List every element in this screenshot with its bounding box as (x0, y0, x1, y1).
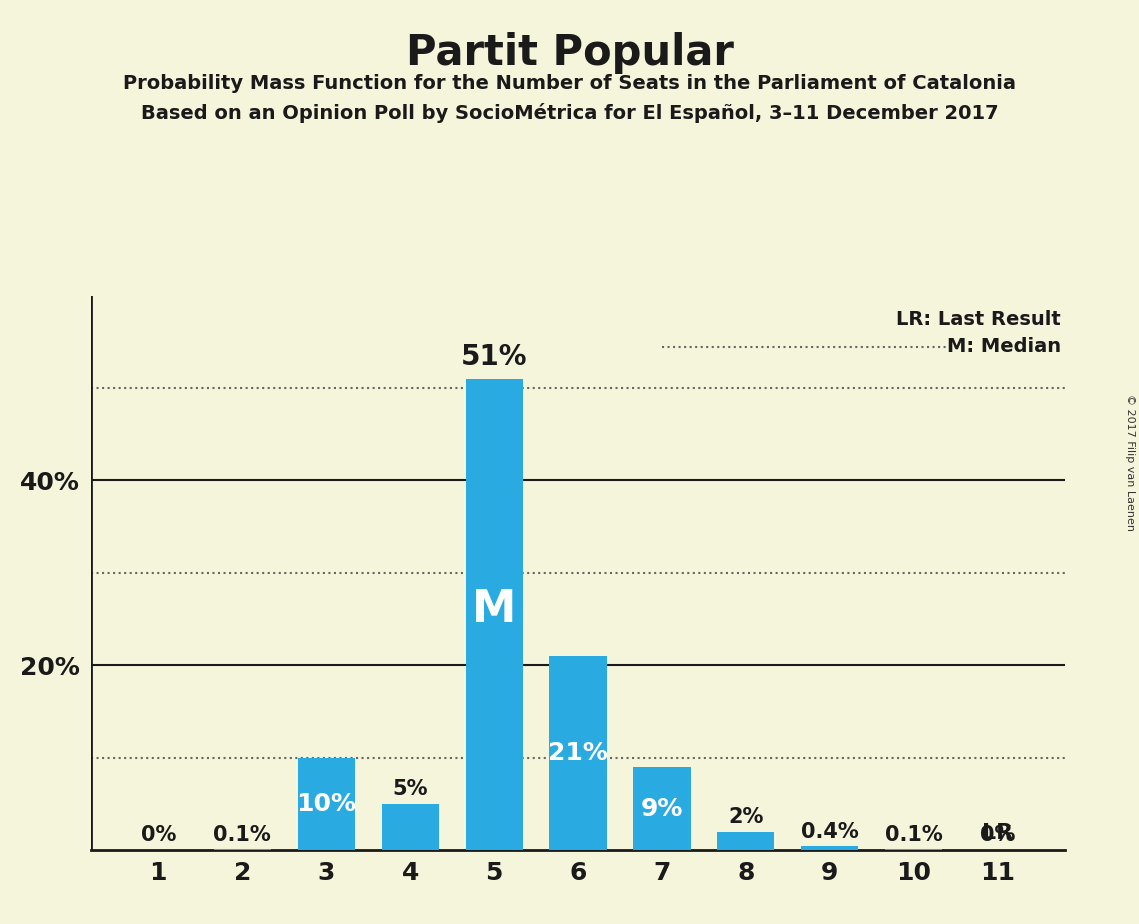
Text: LR: LR (982, 822, 1014, 843)
Bar (382, 804, 439, 850)
Bar (466, 379, 523, 850)
Text: Probability Mass Function for the Number of Seats in the Parliament of Catalonia: Probability Mass Function for the Number… (123, 74, 1016, 93)
Bar (549, 656, 607, 850)
Text: 51%: 51% (461, 344, 527, 371)
Bar (297, 758, 354, 850)
Text: M: Median: M: Median (947, 337, 1060, 357)
Bar (633, 767, 690, 850)
Text: 0%: 0% (981, 825, 1016, 845)
Text: © 2017 Filip van Laenen: © 2017 Filip van Laenen (1125, 394, 1134, 530)
Text: 0%: 0% (140, 825, 175, 845)
Text: 2%: 2% (728, 807, 763, 827)
Bar (718, 832, 775, 850)
Bar (802, 846, 859, 850)
Bar (885, 849, 942, 850)
Text: 0.1%: 0.1% (213, 824, 271, 845)
Text: 21%: 21% (548, 741, 608, 765)
Text: 5%: 5% (393, 779, 428, 799)
Bar (214, 849, 271, 850)
Text: M: M (472, 589, 516, 631)
Text: 10%: 10% (296, 792, 357, 816)
Text: 9%: 9% (641, 796, 683, 821)
Text: 0.1%: 0.1% (885, 824, 943, 845)
Text: 0.4%: 0.4% (801, 821, 859, 842)
Text: Partit Popular: Partit Popular (405, 32, 734, 74)
Text: LR: Last Result: LR: Last Result (896, 310, 1060, 329)
Text: Based on an Opinion Poll by SocioMétrica for El Español, 3–11 December 2017: Based on an Opinion Poll by SocioMétrica… (141, 103, 998, 124)
